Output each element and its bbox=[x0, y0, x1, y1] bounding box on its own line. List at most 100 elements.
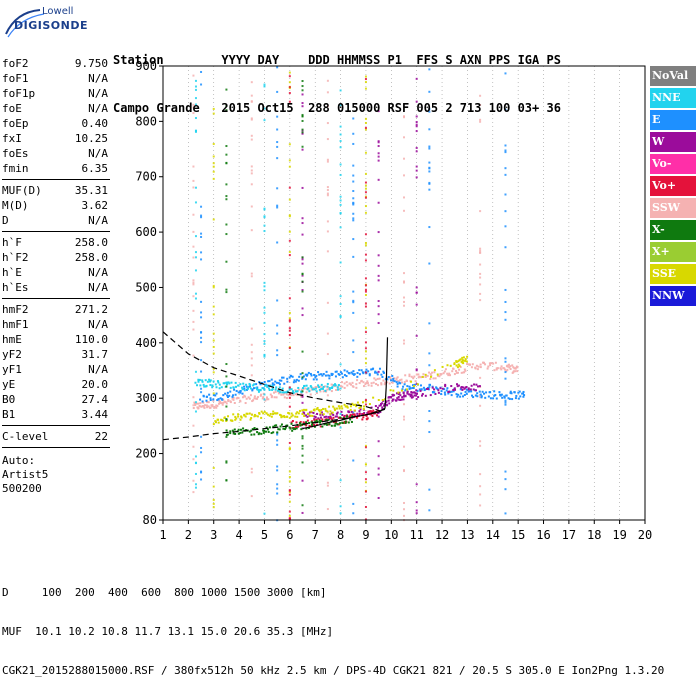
data-point bbox=[313, 388, 316, 391]
fitted-curve bbox=[302, 337, 389, 430]
data-point bbox=[274, 388, 277, 391]
noise-point bbox=[301, 145, 304, 148]
data-point bbox=[460, 386, 463, 389]
data-point bbox=[270, 415, 273, 418]
data-point bbox=[424, 375, 427, 378]
data-point bbox=[301, 412, 304, 415]
data-point bbox=[267, 398, 270, 401]
noise-point bbox=[364, 196, 367, 199]
data-point bbox=[281, 391, 284, 394]
data-point bbox=[319, 412, 322, 415]
data-point bbox=[309, 393, 312, 396]
data-point bbox=[311, 388, 314, 391]
data-point bbox=[313, 423, 316, 426]
data-point bbox=[333, 409, 336, 412]
data-point bbox=[404, 394, 407, 397]
noise-point bbox=[225, 479, 228, 482]
data-point bbox=[511, 364, 514, 367]
data-point bbox=[209, 397, 212, 400]
data-point bbox=[320, 408, 323, 411]
param-row: yF1 N/A bbox=[2, 362, 110, 377]
data-point bbox=[420, 388, 423, 391]
data-point bbox=[201, 400, 204, 403]
data-point bbox=[433, 391, 436, 394]
noise-point bbox=[192, 396, 195, 399]
noise-point bbox=[415, 512, 418, 515]
data-point bbox=[400, 381, 403, 384]
param-row: h`F2 258.0 bbox=[2, 250, 110, 265]
data-point bbox=[256, 397, 259, 400]
param-row: yE 20.0 bbox=[2, 377, 110, 392]
data-point bbox=[425, 387, 428, 390]
noise-point bbox=[326, 250, 329, 253]
data-point bbox=[366, 412, 369, 415]
noise-point bbox=[415, 334, 418, 337]
data-point bbox=[240, 415, 243, 418]
data-point bbox=[479, 363, 482, 366]
noise-point bbox=[415, 286, 418, 289]
noise-point bbox=[415, 130, 418, 133]
noise-point bbox=[479, 504, 482, 507]
data-point bbox=[458, 359, 461, 362]
param-name: h`Es bbox=[2, 281, 29, 294]
data-point bbox=[462, 362, 465, 365]
data-point bbox=[268, 426, 271, 429]
data-point bbox=[436, 387, 439, 390]
data-point bbox=[217, 398, 220, 401]
noise-point bbox=[301, 222, 304, 225]
data-point bbox=[303, 385, 306, 388]
data-point bbox=[382, 371, 385, 374]
data-point bbox=[319, 416, 322, 419]
data-point bbox=[416, 389, 419, 392]
data-point bbox=[192, 407, 195, 410]
noise-point bbox=[276, 487, 279, 490]
data-point bbox=[285, 391, 288, 394]
data-point bbox=[371, 410, 374, 413]
noise-point bbox=[403, 280, 405, 283]
noise-point bbox=[352, 299, 355, 302]
data-point bbox=[241, 396, 244, 399]
noise-point bbox=[364, 128, 367, 131]
data-point bbox=[227, 399, 230, 402]
noise-point bbox=[326, 508, 329, 511]
noise-point bbox=[212, 506, 215, 509]
data-point bbox=[328, 377, 331, 380]
data-point bbox=[349, 415, 352, 418]
noise-point bbox=[192, 328, 195, 331]
data-point bbox=[351, 415, 354, 418]
data-point bbox=[493, 390, 496, 393]
noise-point bbox=[192, 281, 195, 284]
data-point bbox=[477, 365, 480, 368]
noise-point bbox=[377, 415, 380, 418]
lowell-digisonde-logo: Lowell DIGISONDE bbox=[4, 4, 87, 40]
data-point bbox=[334, 424, 337, 427]
data-point bbox=[374, 371, 377, 374]
data-point bbox=[292, 391, 295, 394]
noise-point bbox=[276, 349, 279, 352]
noise-point bbox=[504, 72, 507, 75]
x-tick-label: 4 bbox=[235, 528, 242, 542]
data-point bbox=[282, 376, 285, 379]
data-point bbox=[227, 398, 230, 401]
noise-point bbox=[364, 471, 367, 474]
data-point bbox=[214, 394, 217, 397]
param-name: hmF2 bbox=[2, 303, 29, 316]
data-point bbox=[270, 395, 273, 398]
noise-point bbox=[200, 232, 203, 235]
param-row: foEp 0.40 bbox=[2, 116, 110, 131]
data-point bbox=[499, 367, 502, 370]
param-row: h`F 258.0 bbox=[2, 235, 110, 250]
data-point bbox=[270, 378, 273, 381]
legend-item-nne: NNE bbox=[650, 88, 696, 108]
data-point bbox=[317, 371, 320, 374]
data-point bbox=[511, 398, 514, 401]
noise-point bbox=[225, 405, 228, 408]
noise-point bbox=[428, 182, 431, 185]
data-point bbox=[382, 379, 385, 382]
data-point bbox=[481, 390, 484, 393]
noise-point bbox=[301, 89, 304, 92]
data-point bbox=[372, 367, 375, 370]
data-point bbox=[211, 384, 214, 387]
data-point bbox=[451, 370, 454, 373]
noise-point bbox=[326, 160, 329, 163]
